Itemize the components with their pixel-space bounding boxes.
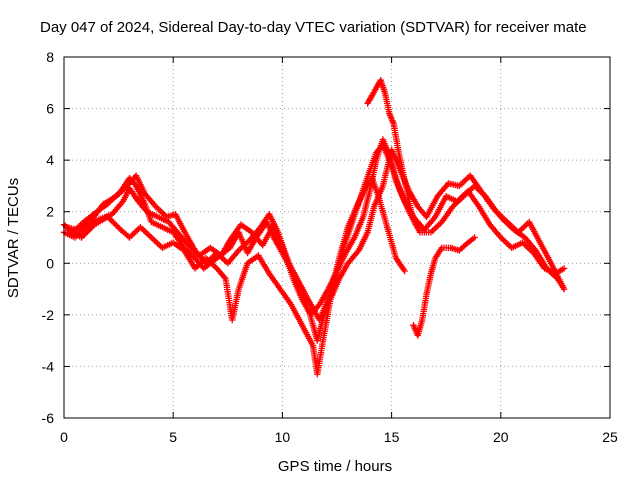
y-tick-label: 8 — [46, 49, 54, 65]
series-markers — [65, 146, 568, 378]
series-markers — [410, 234, 478, 339]
chart-title: Day 047 of 2024, Sidereal Day-to-day VTE… — [40, 19, 587, 36]
x-tick-label: 20 — [493, 429, 509, 445]
y-tick-label: 6 — [46, 101, 54, 117]
y-tick-label: 4 — [46, 152, 54, 168]
data-series — [60, 77, 568, 378]
x-tick-label: 15 — [384, 429, 400, 445]
plot-frame — [63, 56, 611, 419]
y-tick-label: -4 — [42, 358, 55, 374]
x-tick-label: 10 — [275, 429, 291, 445]
series-track-4 — [65, 146, 568, 378]
y-axis-title: SDTVAR / TECUs — [5, 178, 22, 298]
series-track-5 — [364, 77, 419, 228]
series-markers — [364, 77, 419, 228]
x-axis-title: GPS time / hours — [278, 458, 392, 475]
y-tick-label: 2 — [46, 204, 54, 220]
x-tick-label: 0 — [60, 429, 68, 445]
x-tick-label: 25 — [602, 429, 618, 445]
y-tick-label: -6 — [42, 410, 55, 426]
y-tick-label: 0 — [46, 255, 54, 271]
series-track-6 — [410, 234, 478, 339]
x-tick-label: 5 — [169, 429, 177, 445]
axis-ticks: 0 5 10 15 20 25 -6 -4 -2 0 2 4 6 8 — [42, 49, 618, 445]
y-tick-label: -2 — [42, 307, 55, 323]
